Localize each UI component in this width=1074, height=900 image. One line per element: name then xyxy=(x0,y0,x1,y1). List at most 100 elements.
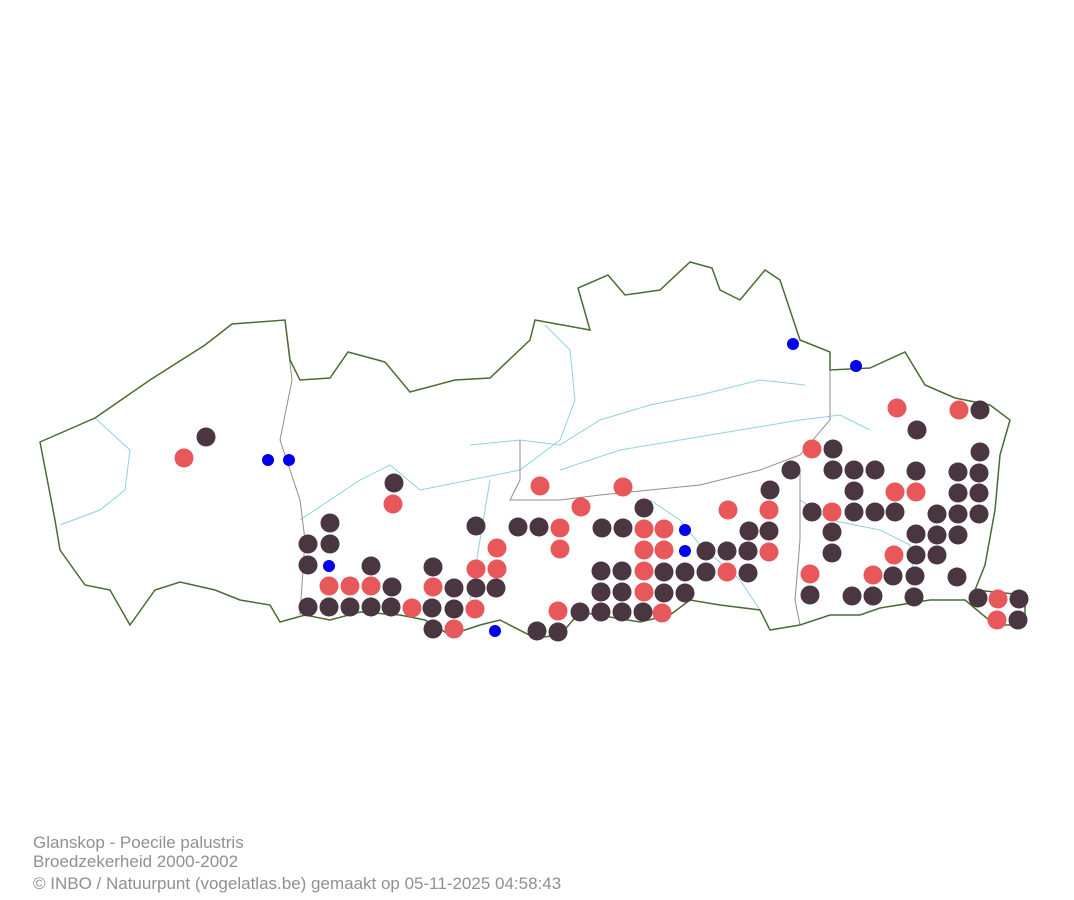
dot-probable xyxy=(654,540,674,560)
dot-confirmed xyxy=(298,597,318,617)
dot-confirmed xyxy=(423,619,443,639)
dot-confirmed xyxy=(444,578,464,598)
dot-confirmed xyxy=(633,602,653,622)
dot-confirmed xyxy=(904,587,924,607)
dot-confirmed xyxy=(948,504,968,524)
dot-probable xyxy=(487,538,507,558)
dot-confirmed xyxy=(844,502,864,522)
map-subtitle: Broedzekerheid 2000-2002 xyxy=(33,852,238,871)
dot-confirmed xyxy=(612,602,632,622)
dot-possible xyxy=(850,360,862,372)
dot-probable xyxy=(885,482,905,502)
dot-confirmed xyxy=(320,534,340,554)
dot-confirmed xyxy=(1009,589,1029,609)
dot-possible xyxy=(262,454,274,466)
dot-confirmed xyxy=(361,556,381,576)
dot-confirmed xyxy=(382,577,402,597)
dot-confirmed xyxy=(466,516,486,536)
dot-confirmed xyxy=(612,561,632,581)
dot-confirmed xyxy=(863,586,883,606)
dot-confirmed xyxy=(927,504,947,524)
dot-confirmed xyxy=(842,586,862,606)
dot-probable xyxy=(423,577,443,597)
dot-confirmed xyxy=(444,599,464,619)
dot-probable xyxy=(383,494,403,514)
region-outline xyxy=(39,261,1026,639)
dot-confirmed xyxy=(675,583,695,603)
dot-probable xyxy=(571,497,591,517)
dot-probable xyxy=(487,559,507,579)
dot-probable xyxy=(361,576,381,596)
dot-confirmed xyxy=(969,504,989,524)
dot-probable xyxy=(822,502,842,522)
dot-confirmed xyxy=(905,566,925,586)
dot-probable xyxy=(634,540,654,560)
dot-confirmed xyxy=(592,518,612,538)
dot-probable xyxy=(906,482,926,502)
dot-confirmed xyxy=(822,543,842,563)
dot-possible xyxy=(283,454,295,466)
dot-confirmed xyxy=(696,562,716,582)
dot-confirmed xyxy=(1008,610,1028,630)
map-title: Glanskop - Poecile palustris xyxy=(33,833,244,852)
dot-confirmed xyxy=(591,602,611,622)
dot-confirmed xyxy=(361,597,381,617)
dot-probable xyxy=(548,601,568,621)
dot-probable xyxy=(887,398,907,418)
dot-confirmed xyxy=(906,461,926,481)
dot-confirmed xyxy=(927,545,947,565)
dot-confirmed xyxy=(466,578,486,598)
dot-possible xyxy=(787,338,799,350)
dot-confirmed xyxy=(739,521,759,541)
dot-confirmed xyxy=(591,582,611,602)
observations xyxy=(174,338,1029,642)
dot-probable xyxy=(402,598,422,618)
dot-probable xyxy=(802,439,822,459)
dot-confirmed xyxy=(548,622,568,642)
dot-confirmed xyxy=(906,524,926,544)
dot-probable xyxy=(550,539,570,559)
dot-confirmed xyxy=(969,483,989,503)
dot-confirmed xyxy=(970,400,990,420)
dot-probable xyxy=(759,500,779,520)
river xyxy=(559,414,871,471)
dot-probable xyxy=(718,500,738,520)
dot-confirmed xyxy=(486,578,506,598)
dot-confirmed xyxy=(422,598,442,618)
province-border xyxy=(794,470,801,626)
dot-confirmed xyxy=(865,460,885,480)
dot-probable xyxy=(652,603,672,623)
dot-confirmed xyxy=(384,473,404,493)
province-border xyxy=(509,370,831,501)
dot-confirmed xyxy=(381,597,401,617)
dot-confirmed xyxy=(970,442,990,462)
dot-confirmed xyxy=(654,562,674,582)
dot-confirmed xyxy=(738,563,758,583)
dot-confirmed xyxy=(612,582,632,602)
dot-confirmed xyxy=(760,480,780,500)
dot-possible xyxy=(489,625,501,637)
dot-confirmed xyxy=(529,517,549,537)
dot-probable xyxy=(550,518,570,538)
dot-confirmed xyxy=(696,541,716,561)
dot-confirmed xyxy=(527,621,547,641)
dot-confirmed xyxy=(675,562,695,582)
dot-probable xyxy=(949,400,969,420)
dot-confirmed xyxy=(865,502,885,522)
dot-confirmed xyxy=(948,462,968,482)
dot-probable xyxy=(530,476,550,496)
dot-probable xyxy=(634,519,654,539)
dot-confirmed xyxy=(759,521,779,541)
dot-confirmed xyxy=(822,522,842,542)
dot-confirmed xyxy=(906,545,926,565)
river xyxy=(469,379,806,446)
dot-confirmed xyxy=(654,583,674,603)
dot-confirmed xyxy=(570,602,590,622)
dot-probable xyxy=(759,542,779,562)
dot-probable xyxy=(654,519,674,539)
river xyxy=(299,324,576,521)
dot-confirmed xyxy=(948,525,968,545)
dot-probable xyxy=(319,576,339,596)
dot-probable xyxy=(884,545,904,565)
